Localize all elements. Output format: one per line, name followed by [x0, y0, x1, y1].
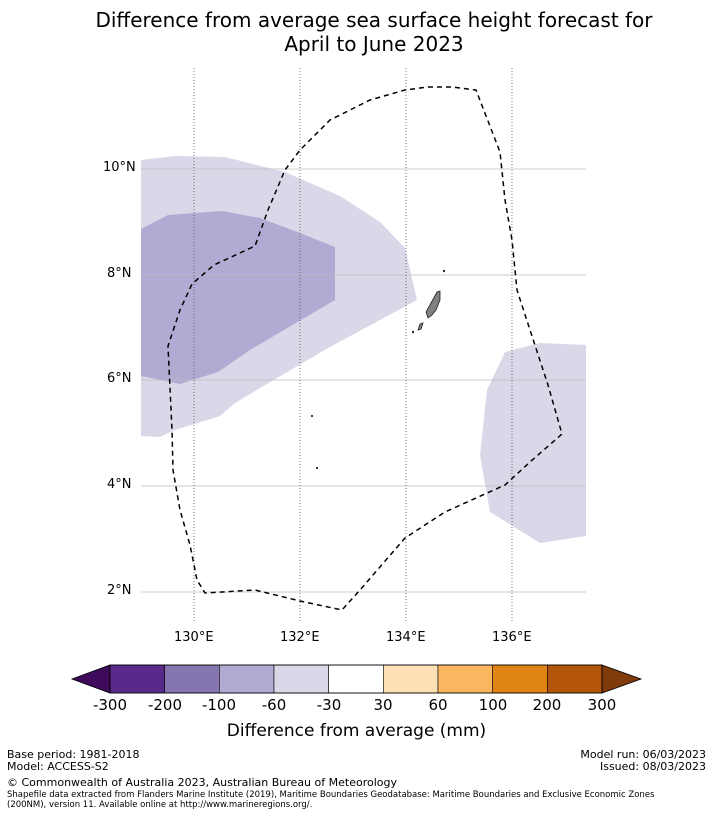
colorbar-cell	[219, 664, 275, 694]
lat-label: 6°N	[107, 371, 132, 386]
lon-label: 130°E	[174, 630, 214, 645]
palau-islands	[310, 269, 446, 470]
colorbar-extend-low	[70, 664, 111, 694]
colorbar-tick: -200	[147, 696, 183, 714]
colorbar-tick: -60	[261, 696, 287, 714]
lat-label: 4°N	[107, 477, 132, 492]
model-name: Model: ACCESS-S2	[7, 760, 109, 773]
base-period: Base period: 1981-2018	[7, 748, 140, 761]
colorbar-extend-high	[601, 664, 643, 694]
islet	[411, 330, 415, 334]
colorbar-cell	[437, 664, 493, 694]
eez-boundary	[167, 86, 563, 611]
colorbar-tick: 30	[373, 696, 393, 714]
colorbar-tick: -30	[316, 696, 342, 714]
colorbar-cell	[547, 664, 603, 694]
copyright: © Commonwealth of Australia 2023, Austra…	[7, 776, 397, 789]
colorbar-label: Difference from average (mm)	[226, 721, 487, 741]
shapefile-credit-2: (200NM), version 11. Available online at…	[7, 800, 313, 810]
lon-label: 132°E	[280, 630, 320, 645]
lon-label: 134°E	[386, 630, 426, 645]
colorbar-cell	[109, 664, 165, 694]
lat-label: 2°N	[107, 583, 132, 598]
title-line-1: Difference from average sea surface heig…	[95, 8, 653, 32]
colorbar-tick: 200	[532, 696, 562, 714]
model-run: Model run: 06/03/2023	[580, 748, 706, 761]
colorbar-cell	[273, 664, 329, 694]
colorbar-tick: 100	[478, 696, 508, 714]
title-line-2: April to June 2023	[284, 32, 464, 56]
map-title: Difference from average sea surface heig…	[0, 8, 713, 56]
shapefile-credit-1: Shapefile data extracted from Flanders M…	[7, 790, 655, 800]
colorbar-tick: -300	[92, 696, 128, 714]
islet	[442, 269, 446, 273]
anomaly-region-light-east	[480, 343, 586, 543]
colorbar-frame	[109, 664, 603, 694]
lon-label: 136°E	[492, 630, 532, 645]
colorbar-tick: 300	[587, 696, 617, 714]
longitude-gridlines	[193, 68, 513, 622]
islet	[315, 466, 319, 470]
lat-label: 8°N	[107, 266, 132, 281]
main-island	[425, 290, 441, 319]
colorbar-cell	[164, 664, 220, 694]
colorbar-cell	[383, 664, 439, 694]
issued-date: Issued: 08/03/2023	[599, 760, 706, 773]
colorbar-cells	[109, 664, 603, 694]
lat-label: 10°N	[103, 160, 136, 175]
islet	[310, 414, 314, 418]
colorbar-cell	[492, 664, 548, 694]
anomaly-region-dark-west	[141, 211, 335, 384]
small-island	[417, 322, 424, 331]
colorbar-cell	[328, 664, 384, 694]
colorbar-tick: -100	[201, 696, 237, 714]
colorbar	[70, 664, 643, 694]
map-panel	[141, 68, 586, 622]
colorbar-tick: 60	[428, 696, 448, 714]
